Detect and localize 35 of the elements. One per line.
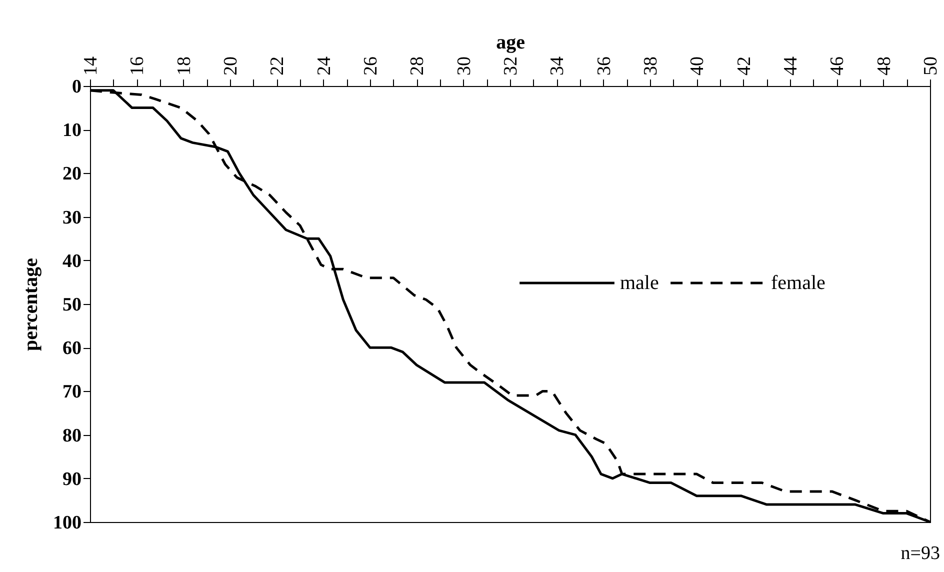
- x-tick-label: 42: [734, 56, 755, 76]
- y-tick-label: 90: [62, 468, 82, 490]
- y-tick-label: 50: [62, 294, 82, 316]
- x-tick-label: 16: [127, 56, 148, 76]
- x-tick-label: 50: [920, 56, 942, 76]
- x-tick-label: 22: [267, 56, 288, 76]
- text: n=93: [900, 543, 940, 564]
- x-axis-title: age: [496, 32, 526, 54]
- y-tick-label: 60: [62, 338, 82, 360]
- x-tick-label: 38: [640, 56, 662, 76]
- legend-label: female: [771, 272, 826, 294]
- y-tick-label: 30: [62, 207, 82, 228]
- y-tick-label: 0: [72, 76, 82, 98]
- x-tick-label: 36: [594, 56, 615, 76]
- x-tick-label: 32: [500, 56, 522, 76]
- x-tick-label: 24: [314, 56, 335, 76]
- x-tick-label: 30: [454, 56, 475, 76]
- x-tick-label: 46: [827, 56, 848, 76]
- x-tick-label: 34: [547, 56, 568, 76]
- y-axis-title: percentage: [20, 258, 42, 351]
- x-tick-label: 14: [80, 56, 102, 76]
- x-tick-label: 40: [687, 56, 708, 76]
- x-tick-label: 20: [220, 56, 242, 76]
- x-tick-label: 26: [360, 56, 382, 76]
- y-tick-label: 70: [62, 382, 82, 403]
- y-tick-label: 10: [62, 120, 82, 142]
- legend-label: male: [620, 272, 659, 294]
- y-tick-label: 40: [62, 250, 82, 272]
- y-tick-label: 20: [62, 164, 82, 185]
- y-tick-label: 100: [53, 512, 82, 534]
- x-tick-label: 48: [874, 56, 895, 76]
- x-tick-label: 28: [407, 56, 428, 76]
- x-tick-label: 18: [174, 56, 195, 76]
- x-tick-label: 44: [780, 56, 802, 76]
- y-tick-label: 80: [62, 425, 82, 446]
